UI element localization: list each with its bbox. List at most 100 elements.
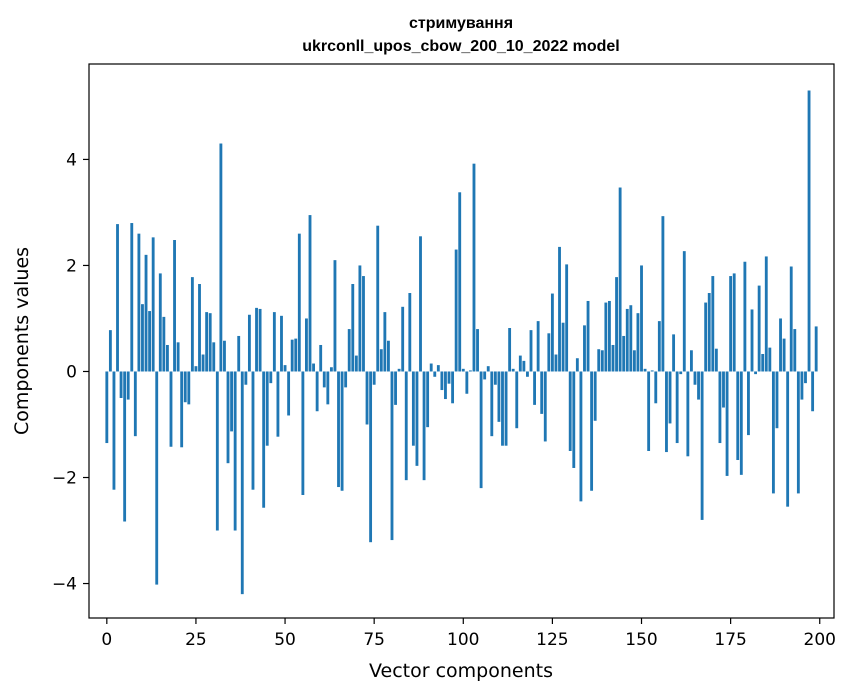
bar-component-47 (272, 312, 276, 372)
bar-component-72 (362, 276, 365, 372)
y-tick-label: −4 (52, 575, 77, 595)
bar-component-155 (657, 321, 661, 372)
bar-component-5 (123, 371, 127, 522)
bar-component-53 (294, 338, 298, 372)
bar-component-98 (454, 249, 458, 372)
bar-component-10 (141, 304, 144, 372)
bar-component-33 (223, 340, 226, 372)
bar-component-105 (479, 371, 483, 489)
bar-component-57 (308, 215, 312, 372)
x-tick-label: 150 (625, 630, 657, 650)
bar-component-59 (315, 371, 319, 412)
bar-component-4 (119, 371, 123, 398)
bar-component-12 (148, 311, 152, 372)
bar-component-84 (404, 371, 408, 481)
bar-component-138 (597, 349, 601, 372)
bar-component-41 (251, 371, 255, 490)
chart-title-line-2: ukrconll_upos_cbow_200_10_2022 model (302, 38, 619, 55)
bar-component-180 (747, 371, 750, 436)
bar-component-95 (444, 371, 447, 400)
bar-component-193 (793, 329, 797, 372)
bar-component-159 (672, 334, 676, 372)
bar-component-195 (800, 371, 804, 400)
bar-component-166 (697, 371, 700, 400)
bar-component-23 (187, 371, 191, 405)
bar-component-49 (280, 315, 283, 372)
bar-component-136 (590, 371, 594, 491)
x-tick-label: 175 (714, 630, 746, 650)
bar-component-167 (700, 371, 704, 520)
bar-component-158 (668, 371, 672, 424)
bar-component-137 (593, 371, 597, 421)
bar-component-149 (636, 313, 640, 372)
bar-component-139 (600, 350, 604, 372)
y-tick-label: 4 (66, 150, 77, 170)
bar-component-121 (536, 321, 540, 372)
bar-component-152 (647, 371, 651, 451)
bar-component-190 (782, 338, 786, 372)
bar-component-120 (533, 371, 536, 405)
bar-component-191 (786, 371, 790, 507)
bar-component-76 (376, 225, 380, 372)
bar-component-39 (244, 371, 248, 385)
bar-component-119 (529, 330, 533, 372)
bar-component-68 (347, 329, 351, 372)
bar-component-161 (679, 371, 683, 375)
bar-component-102 (468, 370, 472, 372)
bar-component-101 (465, 371, 469, 394)
bar-component-164 (689, 350, 693, 372)
bar-component-108 (490, 371, 494, 437)
bar-component-34 (226, 371, 230, 464)
bar-component-79 (387, 340, 390, 372)
bar-component-8 (133, 371, 137, 437)
bar-component-31 (215, 371, 219, 531)
bar-component-13 (151, 237, 155, 372)
bar-component-17 (166, 344, 169, 372)
bar-component-111 (501, 371, 504, 446)
bar-component-15 (158, 273, 162, 372)
bar-component-171 (714, 348, 718, 372)
bar-component-147 (629, 305, 633, 372)
bar-component-113 (508, 328, 512, 372)
y-tick-label: −2 (52, 469, 77, 489)
bar-component-60 (319, 344, 323, 372)
bar-component-128 (561, 322, 565, 372)
bar-component-89 (422, 371, 426, 481)
bar-component-143 (615, 277, 618, 372)
bar-component-186 (768, 347, 772, 372)
bar-component-188 (775, 371, 779, 429)
bar-component-65 (337, 371, 340, 488)
x-axis-ticks: 0 25 50 75 100 125 150 175 200 (101, 618, 836, 650)
y-axis-ticks: −4 −2 0 2 4 (52, 150, 89, 595)
bar-component-91 (429, 363, 433, 372)
bar-component-144 (618, 187, 622, 372)
bar-component-196 (804, 371, 807, 384)
bars-group (105, 90, 818, 595)
bar-component-126 (554, 354, 558, 372)
bar-component-77 (379, 349, 383, 372)
bar-component-140 (604, 302, 608, 372)
bar-component-182 (754, 371, 757, 375)
bar-component-160 (675, 371, 679, 444)
plot-frame (88, 63, 835, 619)
bar-component-145 (622, 335, 626, 372)
bar-component-44 (262, 371, 266, 508)
bar-component-153 (650, 370, 654, 372)
bar-component-192 (789, 266, 793, 372)
chart-title-line-1: стримування (409, 15, 513, 32)
bar-component-11 (144, 254, 148, 372)
bar-component-133 (579, 371, 583, 502)
bar-component-19 (173, 240, 176, 372)
bar-component-107 (486, 366, 490, 372)
x-tick-label: 125 (536, 630, 568, 650)
bar-component-184 (761, 353, 765, 372)
bar-component-118 (526, 371, 529, 377)
bar-component-131 (572, 371, 576, 468)
bar-component-85 (408, 293, 412, 372)
bar-component-26 (198, 284, 201, 372)
bar-component-115 (515, 371, 519, 429)
y-axis-label: Components values (11, 247, 33, 435)
bar-component-18 (169, 371, 173, 447)
bar-component-71 (358, 265, 362, 372)
